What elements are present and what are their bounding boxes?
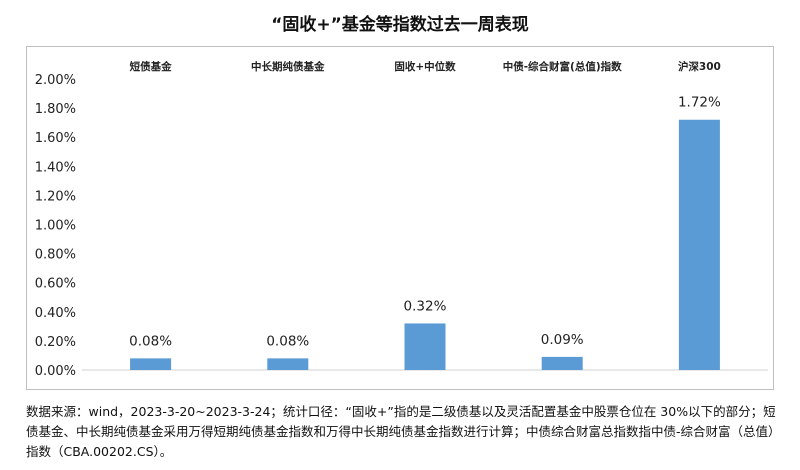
data-label: 0.08% (129, 333, 172, 349)
footnote: 数据来源：wind，2023-3-20~2023-3-24；统计口径：“固收+”… (26, 404, 776, 459)
y-axis: 0.00% 0.20% 0.40% 0.60% 0.80% 1.00% 1.20% 1.40%… (35, 73, 76, 379)
bar-chart: 0.00% 0.20% 0.40% 0.60% 0.80% 1.00% 1.20% 1.40%… (35, 60, 768, 379)
bar (267, 358, 309, 370)
y-tick-label: 0.80% (35, 248, 76, 263)
y-tick-label: 1.60% (35, 131, 76, 146)
y-tick-label: 2.00% (35, 73, 76, 88)
y-tick-label: 1.20% (35, 189, 76, 204)
bar (130, 358, 172, 370)
bar (678, 119, 720, 371)
chart-title: “固收+”基金等指数过去一周表现 (271, 15, 529, 35)
y-tick-label: 1.40% (35, 160, 76, 175)
data-labels: 0.08% 0.08% 0.32% 0.09% 1.72% (129, 95, 721, 350)
chart-frame (26, 46, 774, 390)
category-label: 短债基金 (130, 60, 172, 73)
data-label: 0.09% (541, 332, 584, 348)
y-tick-label: 0.20% (35, 335, 76, 350)
bars (130, 119, 720, 371)
y-tick-label: 1.00% (35, 219, 76, 234)
bar (404, 323, 446, 370)
data-label: 0.08% (266, 333, 309, 349)
category-label: 中长期纯债基金 (251, 60, 325, 73)
category-label: 沪深300 (678, 60, 721, 73)
data-label: 0.32% (404, 298, 447, 314)
category-labels: 短债基金 中长期纯债基金 固收+中位数 中债-综合财富(总值)指数 沪深300 (130, 60, 721, 73)
category-label: 固收+中位数 (394, 60, 456, 73)
y-tick-label: 1.80% (35, 102, 76, 117)
y-tick-label: 0.40% (35, 306, 76, 321)
y-tick-label: 0.00% (35, 364, 76, 379)
category-label: 中债-综合财富(总值)指数 (503, 60, 622, 73)
y-tick-label: 0.60% (35, 277, 76, 292)
bar (541, 356, 583, 370)
data-label: 1.72% (678, 95, 721, 111)
